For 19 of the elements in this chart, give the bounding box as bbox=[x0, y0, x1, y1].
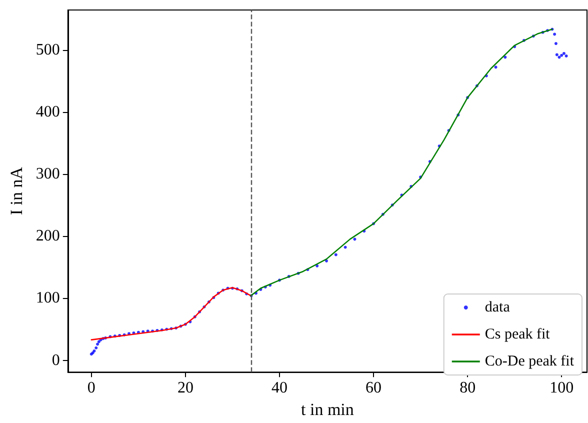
line-series bbox=[250, 28, 553, 296]
y-tick-label: 100 bbox=[36, 290, 60, 307]
x-tick-label: 40 bbox=[271, 380, 288, 397]
y-tick-label: 500 bbox=[36, 41, 60, 58]
y-tick-label: 300 bbox=[36, 165, 60, 182]
x-tick-label: 80 bbox=[460, 380, 476, 397]
y-tick-label: 400 bbox=[36, 103, 60, 120]
x-tick-label: 0 bbox=[87, 380, 96, 397]
legend-label: Cs peak fit bbox=[484, 326, 551, 342]
x-tick-label: 100 bbox=[550, 380, 574, 397]
line-series bbox=[90, 286, 252, 340]
y-tick-label: 200 bbox=[36, 228, 60, 245]
y-tick-label: 0 bbox=[52, 352, 60, 369]
x-tick-label: 20 bbox=[177, 380, 194, 397]
x-tick-label: 60 bbox=[366, 380, 382, 397]
legend-label: data bbox=[484, 300, 510, 316]
y-axis-title: I in nA bbox=[7, 166, 26, 216]
legend-label: Co-De peak fit bbox=[484, 354, 575, 370]
x-axis-title: t in min bbox=[300, 400, 354, 419]
